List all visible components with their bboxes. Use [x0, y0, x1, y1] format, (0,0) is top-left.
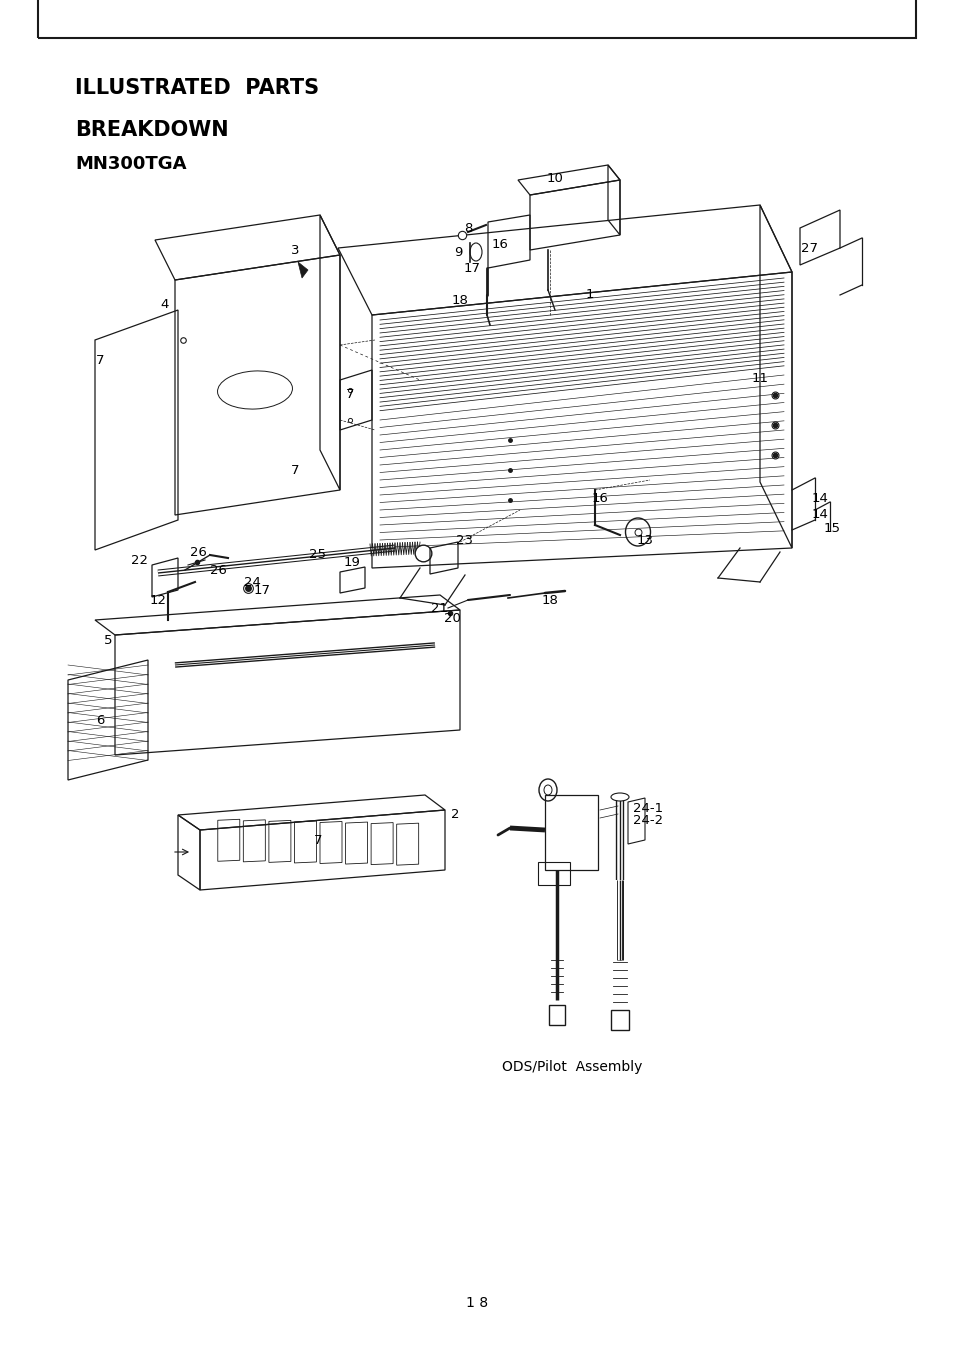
Text: 15: 15 — [822, 521, 840, 535]
Text: 26: 26 — [210, 563, 226, 577]
Text: 22: 22 — [132, 554, 149, 566]
Text: 16: 16 — [491, 239, 508, 251]
Polygon shape — [297, 262, 308, 278]
Text: 11: 11 — [751, 372, 768, 385]
Text: 17: 17 — [463, 262, 480, 274]
Text: 10: 10 — [546, 172, 563, 185]
Text: 18: 18 — [541, 593, 558, 607]
Text: 24-1: 24-1 — [632, 801, 662, 815]
Text: 17: 17 — [253, 584, 271, 597]
Text: 19: 19 — [343, 557, 360, 570]
Ellipse shape — [610, 793, 628, 801]
Text: 26: 26 — [190, 546, 206, 558]
Text: 18: 18 — [451, 293, 468, 307]
Text: 1: 1 — [585, 289, 594, 301]
Text: 14: 14 — [811, 492, 827, 504]
Text: 23: 23 — [456, 534, 473, 547]
Text: 3: 3 — [291, 243, 299, 257]
Text: 4: 4 — [161, 299, 169, 312]
Text: BREAKDOWN: BREAKDOWN — [75, 120, 229, 141]
Text: 14: 14 — [811, 508, 827, 520]
Text: 9: 9 — [454, 246, 461, 259]
Text: 12: 12 — [150, 593, 167, 607]
Text: 16: 16 — [591, 492, 608, 504]
Text: 1 8: 1 8 — [465, 1296, 488, 1310]
Text: 24-2: 24-2 — [632, 813, 662, 827]
Text: 21: 21 — [431, 601, 448, 615]
Text: MN300TGA: MN300TGA — [75, 155, 186, 173]
Text: 6: 6 — [95, 713, 104, 727]
Text: 7: 7 — [345, 389, 354, 401]
Text: 7: 7 — [95, 354, 104, 366]
Text: 13: 13 — [636, 534, 653, 547]
Text: 27: 27 — [801, 242, 818, 254]
Text: 5: 5 — [104, 634, 112, 647]
Text: 25: 25 — [309, 549, 326, 562]
Text: 20: 20 — [443, 612, 460, 624]
Text: 7: 7 — [314, 834, 322, 847]
Text: 7: 7 — [291, 463, 299, 477]
Text: ODS/Pilot  Assembly: ODS/Pilot Assembly — [501, 1061, 641, 1074]
Text: 24: 24 — [243, 576, 260, 589]
Text: 2: 2 — [450, 808, 458, 821]
Text: 8: 8 — [463, 222, 472, 235]
Text: ILLUSTRATED  PARTS: ILLUSTRATED PARTS — [75, 78, 319, 99]
